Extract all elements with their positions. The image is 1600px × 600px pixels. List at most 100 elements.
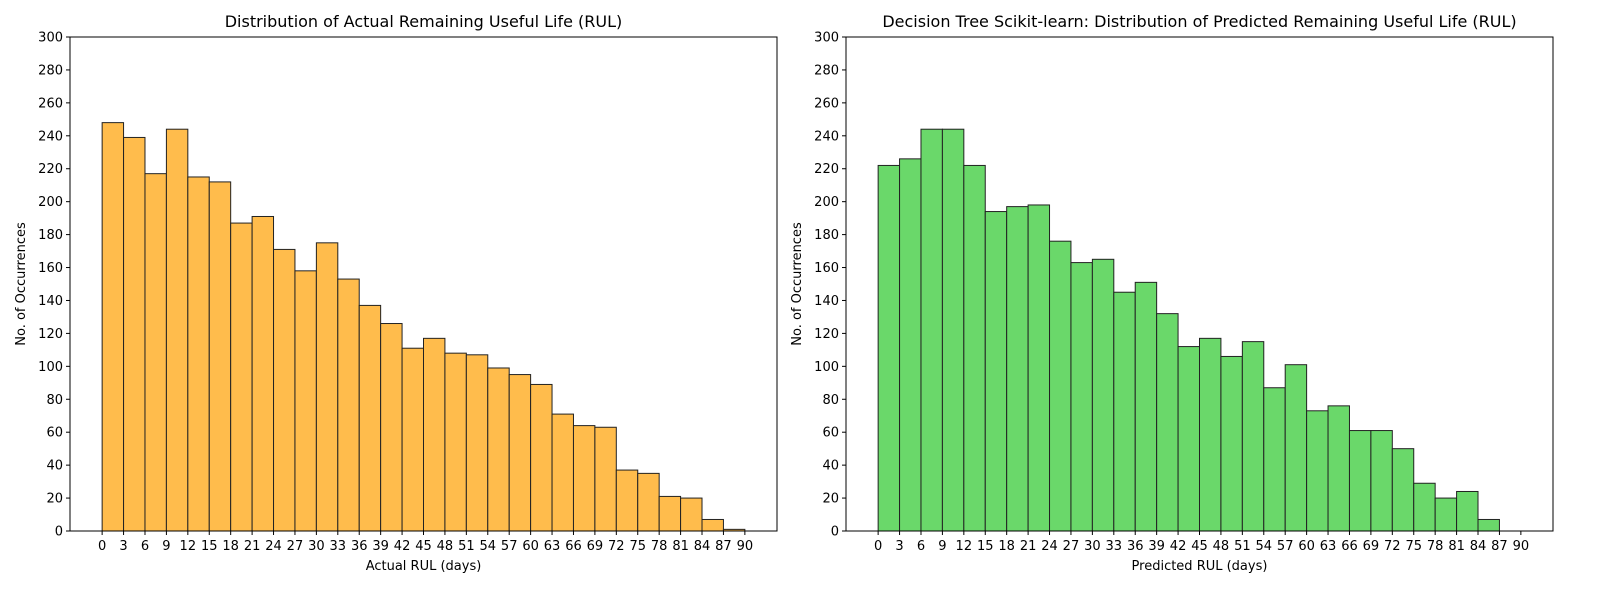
y-tick-label: 260: [38, 96, 63, 111]
bar: [899, 158, 922, 532]
x-tick-label: 63: [544, 539, 561, 554]
bar: [1177, 346, 1200, 532]
x-tick-label: 30: [1084, 539, 1101, 554]
x-tick-label: 15: [201, 539, 218, 554]
bar: [1391, 448, 1415, 532]
y-tick-label: 120: [38, 327, 63, 342]
x-tick-label: 24: [1041, 539, 1058, 554]
bar: [1156, 313, 1179, 532]
x-tick-label: 21: [1020, 539, 1037, 554]
bar: [984, 211, 1008, 532]
x-tick-label: 72: [1384, 539, 1401, 554]
bar: [1434, 497, 1458, 532]
bar: [358, 304, 382, 532]
x-tick-label: 54: [1255, 539, 1272, 554]
y-tick-label: 280: [814, 63, 839, 78]
x-tick-label: 6: [917, 539, 925, 554]
x-axis-ticks: 0 3 6 9 12 15 18 21 24 27 30 33 36 39 42 45 48 51 54 57 60 63…: [874, 531, 1529, 554]
y-tick-label: 80: [46, 393, 63, 408]
chart-title: Decision Tree Scikit-learn: Distribution…: [882, 12, 1516, 31]
x-tick-label: 84: [1470, 539, 1487, 554]
bar: [208, 181, 232, 532]
x-tick-label: 63: [1320, 539, 1337, 554]
y-tick-label: 60: [822, 426, 839, 441]
y-axis-label: No. of Occurrences: [790, 222, 805, 346]
y-axis-ticks: 0 20 40 60 80 100 120 140 160 180 200 220 240 260 280 3…: [814, 31, 846, 540]
bar: [165, 128, 189, 532]
y-tick-label: 220: [814, 162, 839, 177]
x-tick-label: 33: [1106, 539, 1123, 554]
x-tick-label: 57: [501, 539, 518, 554]
x-tick-label: 39: [1148, 539, 1165, 554]
x-tick-label: 87: [1491, 539, 1508, 554]
x-tick-label: 66: [565, 539, 582, 554]
bar: [294, 270, 317, 532]
bar: [1199, 337, 1222, 532]
y-tick-label: 140: [38, 294, 63, 309]
y-axis-ticks: 0 20 40 60 80 100 120 140 160 180 200 220 240 260 280 3…: [38, 31, 70, 540]
x-tick-label: 75: [629, 539, 646, 554]
x-tick-label: 42: [394, 539, 411, 554]
bar: [963, 164, 986, 532]
bar: [444, 352, 467, 532]
x-tick-label: 84: [694, 539, 711, 554]
bar: [423, 337, 446, 532]
bar: [1413, 482, 1436, 532]
y-tick-label: 200: [38, 195, 63, 210]
x-tick-label: 87: [715, 539, 732, 554]
y-tick-label: 260: [814, 96, 839, 111]
y-tick-label: 160: [38, 261, 63, 276]
bar: [680, 497, 703, 532]
bar: [1284, 364, 1308, 532]
chart-panel-1: 0 3 6 9 12 15 18 21 24 27 30 33 36 39 42 45 48 51 54 57 60 63…: [14, 12, 778, 574]
bar: [380, 323, 403, 532]
x-tick-label: 9: [162, 539, 170, 554]
x-tick-label: 27: [287, 539, 304, 554]
bar: [401, 347, 424, 532]
bar: [1113, 291, 1136, 532]
x-tick-label: 0: [98, 539, 106, 554]
x-tick-label: 72: [608, 539, 625, 554]
x-tick-label: 12: [180, 539, 197, 554]
x-tick-label: 3: [895, 539, 903, 554]
x-tick-label: 66: [1341, 539, 1358, 554]
y-tick-label: 240: [814, 129, 839, 144]
bar: [1306, 410, 1329, 532]
x-tick-label: 45: [415, 539, 432, 554]
x-tick-label: 69: [1363, 539, 1380, 554]
chart-title: Distribution of Actual Remaining Useful …: [225, 12, 623, 31]
bar: [1006, 206, 1029, 532]
bar: [337, 278, 360, 532]
x-tick-label: 60: [522, 539, 539, 554]
bar: [530, 383, 553, 532]
bar: [251, 215, 275, 532]
bar: [658, 495, 682, 532]
bar: [1456, 490, 1479, 532]
x-tick-label: 0: [874, 539, 882, 554]
x-tick-label: 18: [222, 539, 239, 554]
y-tick-label: 20: [822, 492, 839, 507]
bars-2: [877, 128, 1500, 532]
x-tick-label: 9: [938, 539, 946, 554]
y-tick-label: 80: [822, 393, 839, 408]
bar: [1263, 387, 1286, 532]
y-tick-label: 0: [831, 525, 839, 540]
y-axis-label: No. of Occurrences: [14, 222, 29, 346]
bar: [315, 242, 339, 532]
y-tick-label: 180: [38, 228, 63, 243]
x-tick-label: 75: [1405, 539, 1422, 554]
y-tick-label: 220: [38, 162, 63, 177]
x-tick-label: 78: [1427, 539, 1444, 554]
x-tick-label: 48: [437, 539, 454, 554]
x-tick-label: 81: [1448, 539, 1465, 554]
y-tick-label: 180: [814, 228, 839, 243]
bar: [465, 354, 489, 532]
bar: [1027, 204, 1051, 532]
bar: [1370, 430, 1393, 532]
bar: [1241, 341, 1265, 532]
y-tick-label: 160: [814, 261, 839, 276]
bar: [572, 425, 596, 532]
x-tick-label: 21: [244, 539, 261, 554]
bar: [1049, 240, 1072, 532]
